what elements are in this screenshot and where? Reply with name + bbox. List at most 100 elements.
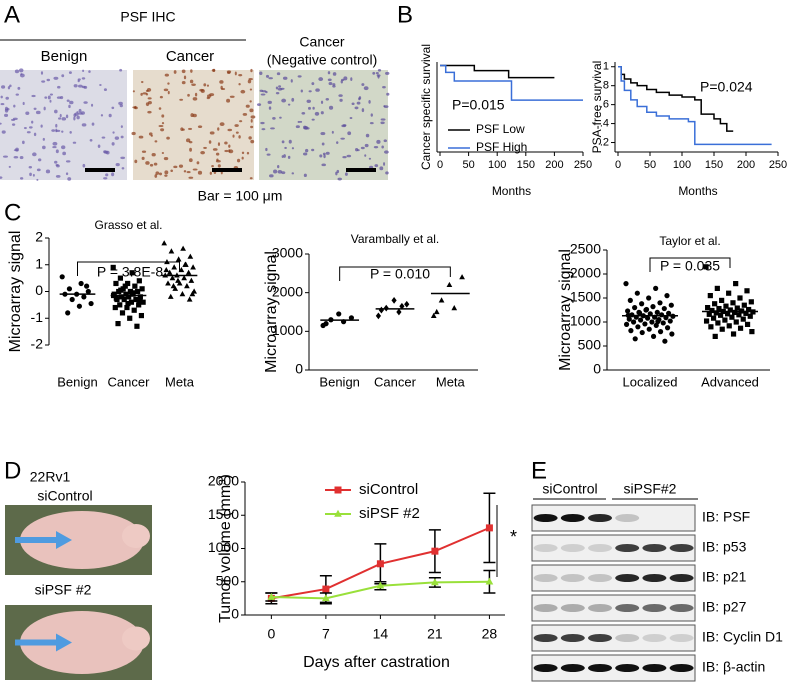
- cell: [241, 156, 244, 160]
- cell: [219, 122, 225, 126]
- point: [657, 300, 663, 306]
- point: [81, 294, 87, 300]
- cell: [114, 136, 120, 140]
- point: [69, 296, 75, 303]
- cell: [121, 167, 125, 170]
- cell: [343, 76, 348, 81]
- cell: [303, 126, 309, 130]
- point: [723, 303, 729, 309]
- group-label: siPSF #2: [35, 582, 92, 598]
- cell: [368, 157, 372, 160]
- point: [634, 290, 640, 296]
- x-tick-label: 7: [322, 626, 330, 642]
- point: [661, 305, 667, 312]
- band: [533, 634, 558, 642]
- cell: [260, 121, 265, 125]
- cell: [0, 176, 3, 179]
- cell: [303, 173, 307, 178]
- cell: [382, 86, 386, 89]
- cell: [57, 85, 61, 89]
- cell: [234, 124, 239, 127]
- cell: [83, 101, 88, 104]
- point: [163, 266, 170, 273]
- band: [588, 664, 612, 672]
- x-tick-label: Meta: [436, 374, 466, 389]
- cell: [65, 172, 69, 176]
- y-tick-label: 2: [35, 229, 43, 245]
- cell: [77, 79, 80, 83]
- point: [376, 560, 384, 568]
- point: [348, 315, 355, 321]
- point: [740, 316, 746, 322]
- band: [560, 664, 585, 672]
- cell: [383, 139, 388, 143]
- point: [334, 486, 342, 494]
- cell: [33, 132, 37, 137]
- blot-label: IB: β-actin: [702, 659, 765, 675]
- y-tick-label: 0: [593, 361, 601, 377]
- band: [615, 664, 640, 672]
- cell: [103, 177, 108, 180]
- cell: [328, 105, 334, 110]
- survival-curve: [440, 64, 583, 101]
- cell: [158, 172, 163, 176]
- point: [180, 245, 186, 251]
- cell: [376, 139, 381, 144]
- cell: [140, 92, 143, 96]
- cell: [52, 146, 57, 149]
- cell: [365, 133, 370, 138]
- cell: [337, 177, 342, 181]
- cell: [73, 84, 78, 88]
- blot-label: IB: PSF: [702, 509, 750, 525]
- point: [627, 297, 633, 303]
- point: [646, 295, 652, 301]
- x-tick-label: Benign: [319, 374, 359, 389]
- band: [669, 604, 694, 612]
- cell: [55, 128, 58, 133]
- legend-label: PSF Low: [476, 122, 525, 136]
- cell: [380, 118, 386, 121]
- cell: [146, 87, 152, 92]
- cell: [164, 170, 169, 175]
- cell: [76, 115, 80, 120]
- cell: [355, 147, 359, 152]
- cell: [275, 92, 280, 95]
- point: [59, 274, 65, 280]
- point: [334, 509, 342, 517]
- y-tick-label: 2000: [208, 473, 239, 489]
- point: [433, 308, 440, 315]
- cell: [250, 68, 253, 73]
- band: [642, 634, 667, 642]
- cell: [153, 162, 158, 166]
- point: [639, 329, 645, 336]
- point: [118, 287, 124, 293]
- point: [132, 283, 138, 289]
- point: [66, 286, 73, 292]
- cell: [248, 136, 252, 140]
- legend-label: siControl: [359, 481, 418, 498]
- cell: [314, 111, 320, 116]
- survival-curve: [440, 64, 555, 79]
- cell: [103, 88, 107, 92]
- cell: [351, 102, 355, 106]
- point: [181, 275, 188, 281]
- point: [176, 280, 183, 286]
- cell: [5, 96, 9, 100]
- x-tick-label: 200: [545, 159, 563, 171]
- cell: [344, 172, 348, 176]
- cell: [13, 155, 19, 159]
- y-tick-label: -2: [31, 336, 44, 352]
- cell: [69, 100, 74, 105]
- cell: [54, 109, 58, 114]
- point: [741, 302, 747, 308]
- cell: [111, 106, 115, 110]
- cell: [100, 114, 104, 117]
- cell: [342, 124, 347, 127]
- x-tick-label: 100: [488, 159, 506, 171]
- band: [642, 574, 667, 582]
- point: [127, 315, 133, 321]
- cell: [361, 83, 365, 86]
- cell: [158, 125, 164, 128]
- cell: [381, 145, 384, 149]
